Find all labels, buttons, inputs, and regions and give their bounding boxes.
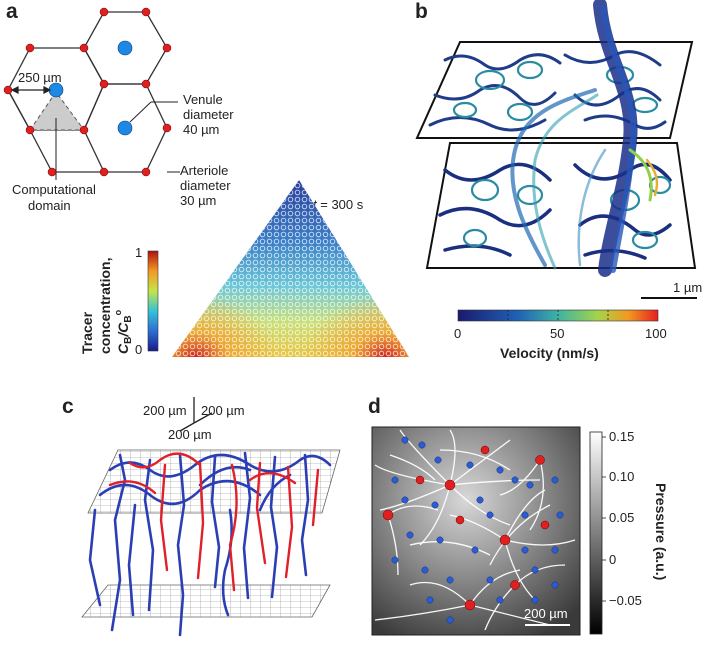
pressure-tick-4: −0.05 xyxy=(609,593,642,608)
flow-diagram: 1 µm 0 50 100 Velocity (nm/s) xyxy=(415,0,702,361)
arteriole-points xyxy=(382,445,550,611)
venule-label-line1: Venule xyxy=(183,92,223,107)
axis-label-1: 200 µm xyxy=(143,403,187,418)
bottom-grid-plane xyxy=(81,584,331,618)
velocity-tick-0: 0 xyxy=(454,326,461,341)
panel-a-label: a xyxy=(6,0,18,23)
pressure-colorbar-title: Pressure (a.u.) xyxy=(653,483,669,580)
axis-label-2: 200 µm xyxy=(201,403,245,418)
pressure-tick-3: 0 xyxy=(609,552,616,567)
distance-label: 250 µm xyxy=(18,70,62,85)
axis-label-3: 200 µm xyxy=(168,427,212,442)
pressure-tick-1: 0.10 xyxy=(609,469,634,484)
panel-c-label: c xyxy=(62,395,74,418)
velocity-tick-100: 100 xyxy=(645,326,667,341)
arteriole-label-line2: diameter xyxy=(180,178,231,193)
pressure-tick-0: 0.15 xyxy=(609,429,634,444)
velocity-colorbar-title: Velocity (nm/s) xyxy=(500,345,599,361)
domain-label-line2: domain xyxy=(28,198,71,213)
venule-label-line2: diameter xyxy=(183,107,234,122)
arteriole-label-line3: 30 µm xyxy=(180,193,216,208)
svg-text:concentration,: concentration, xyxy=(97,258,113,354)
hexagon-diagram: 250 µm Venule diameter 40 µm Arteriole d… xyxy=(3,7,409,357)
vessel-network: 200 µm 200 µm 200 µm xyxy=(81,397,341,637)
pressure-map: 200 µm 0.15 0.10 0.05 0 −0.05 Pressure (… xyxy=(371,426,669,636)
arteriole-vessels xyxy=(108,452,320,592)
panel-c: c 200 µm 200 µm 200 µm xyxy=(0,385,350,647)
pressure-field xyxy=(371,426,581,636)
panel-d: d xyxy=(350,385,707,647)
panel-d-label: d xyxy=(368,395,381,418)
venule-points xyxy=(391,436,564,624)
distance-arrow xyxy=(10,86,52,94)
concentration-triangle xyxy=(172,180,409,357)
scale-label: 1 µm xyxy=(673,280,702,295)
lower-plane xyxy=(425,142,697,269)
computational-domain-triangle xyxy=(29,91,85,131)
svg-text:CB/CBo: CB/CBo xyxy=(113,309,134,354)
pressure-colorbar xyxy=(589,431,603,635)
colorbar-title: Tracer concentration, CB/CBo xyxy=(79,258,134,354)
colorbar-max-tick: 1 xyxy=(135,245,142,260)
axis-indicator xyxy=(179,397,213,432)
velocity-tick-50: 50 xyxy=(550,326,564,341)
arteriole-dots xyxy=(3,7,172,177)
colorbar-min-tick: 0 xyxy=(135,342,142,357)
panel-b-label: b xyxy=(415,0,428,23)
venule-label-line3: 40 µm xyxy=(183,122,219,137)
concentration-colorbar xyxy=(147,250,159,352)
flow-lines xyxy=(374,429,576,631)
panel-b: b xyxy=(405,0,707,380)
scale-label: 200 µm xyxy=(524,606,568,621)
streamlines xyxy=(510,0,659,277)
panel-a: a xyxy=(0,0,410,380)
arteriole-label-line1: Arteriole xyxy=(180,163,228,178)
time-label: t = 300 s xyxy=(313,197,364,212)
svg-text:Tracer: Tracer xyxy=(79,311,95,354)
domain-label-line1: Computational xyxy=(12,182,96,197)
pressure-tick-2: 0.05 xyxy=(609,510,634,525)
hexagon-edges xyxy=(7,11,168,173)
